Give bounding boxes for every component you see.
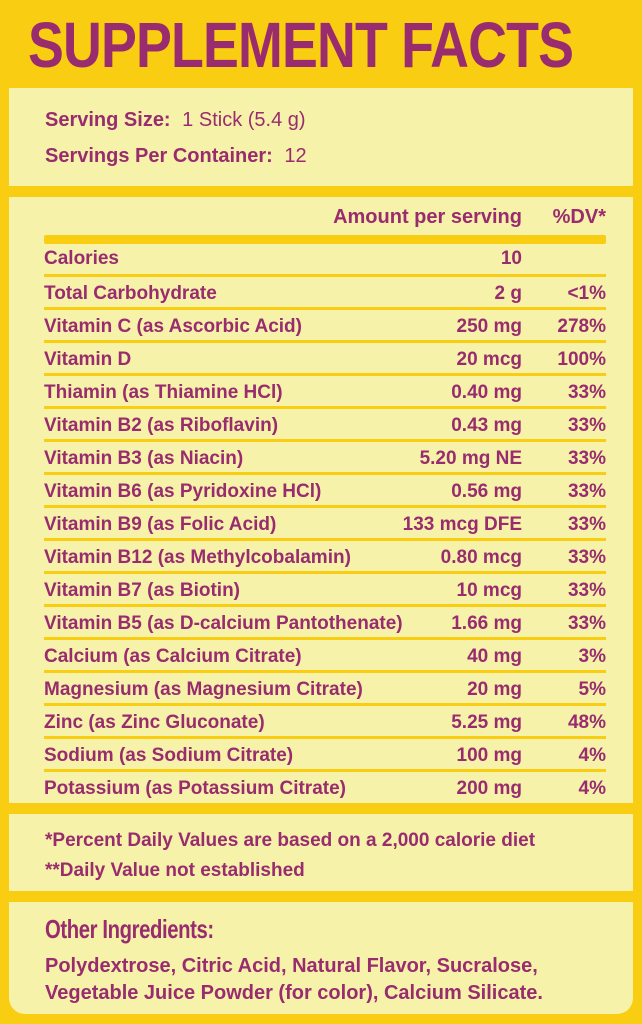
nutrient-table-panel: Amount per serving %DV* Calories 10 Tota…: [9, 197, 633, 803]
nutrient-dv: 33%: [567, 415, 606, 436]
nutrient-dv: 3%: [578, 646, 606, 667]
nutrient-dv: 4%: [578, 745, 606, 766]
nutrient-name: Calcium (as Calcium Citrate): [44, 646, 302, 667]
nutrient-row: Calcium (as Calcium Citrate) 40 mg 3%: [44, 637, 606, 670]
amount-per-serving-header: Amount per serving: [333, 206, 522, 228]
nutrient-dv: 278%: [557, 316, 606, 337]
nutrient-table-body: Calories 10 Total Carbohydrate 2 g <1% V…: [44, 244, 606, 802]
nutrient-name: Vitamin B7 (as Biotin): [44, 580, 241, 601]
nutrient-row: Vitamin B2 (as Riboflavin) 0.43 mg 33%: [44, 406, 606, 439]
percent-dv-header: %DV*: [552, 206, 606, 228]
nutrient-row: Vitamin D 20 mcg 100%: [44, 340, 606, 373]
footnote-percent-dv: *Percent Daily Values are based on a 2,0…: [45, 830, 536, 851]
nutrient-name: Vitamin D: [44, 349, 132, 370]
nutrient-dv: 48%: [567, 712, 606, 733]
nutrient-dv: 33%: [567, 580, 606, 601]
nutrient-amount: 5.25 mg: [451, 712, 522, 733]
nutrient-dv: 33%: [567, 547, 606, 568]
nutrient-row: Vitamin B9 (as Folic Acid) 133 mcg DFE 3…: [44, 505, 606, 538]
nutrient-name: Sodium (as Sodium Citrate): [44, 745, 294, 766]
nutrient-row: Calories 10: [44, 244, 606, 274]
nutrient-name: Zinc (as Zinc Gluconate): [44, 712, 265, 733]
nutrient-row: Magnesium (as Magnesium Citrate) 20 mg 5…: [44, 670, 606, 703]
footnotes-panel: *Percent Daily Values are based on a 2,0…: [9, 814, 633, 891]
nutrient-row: Vitamin B7 (as Biotin) 10 mcg 33%: [44, 571, 606, 604]
nutrient-amount: 0.40 mg: [451, 382, 522, 403]
servings-per-container-label: Servings Per Container:: [45, 145, 273, 167]
nutrient-amount: 5.20 mg NE: [419, 448, 522, 469]
nutrient-amount: 200 mg: [456, 778, 522, 799]
nutrient-amount: 40 mg: [467, 646, 522, 667]
nutrient-amount: 133 mcg DFE: [402, 514, 522, 535]
nutrient-name: Calories: [44, 248, 119, 269]
other-ingredients-panel: Other Ingredients: Polydextrose, Citric …: [9, 902, 633, 1014]
other-ingredients-text: Polydextrose, Citric Acid, Natural Flavo…: [45, 955, 543, 1004]
nutrient-amount: 10 mcg: [456, 580, 522, 601]
nutrient-dv: 33%: [567, 514, 606, 535]
nutrient-name: Magnesium (as Magnesium Citrate): [44, 679, 363, 700]
footnote-dv-not-established: **Daily Value not established: [45, 860, 305, 881]
nutrient-dv: 33%: [567, 448, 606, 469]
nutrient-row: Thiamin (as Thiamine HCl) 0.40 mg 33%: [44, 373, 606, 406]
servings-per-container-value: 12: [284, 145, 307, 167]
nutrient-row: Total Carbohydrate 2 g <1%: [44, 274, 606, 307]
nutrient-name: Vitamin B3 (as Niacin): [44, 448, 244, 469]
nutrient-amount: 2 g: [494, 283, 522, 304]
nutrient-amount: 1.66 mg: [451, 613, 522, 634]
supplement-facts-title: SUPPLEMENT FACTS: [28, 9, 574, 81]
nutrient-table-header: Amount per serving %DV*: [44, 204, 606, 230]
nutrient-name: Vitamin B6 (as Pyridoxine HCl): [44, 481, 322, 502]
nutrient-name: Vitamin B12 (as Methylcobalamin): [44, 547, 351, 568]
header-divider-bar: [44, 235, 606, 244]
nutrient-amount: 10: [500, 248, 522, 269]
serving-size-value: 1 Stick (5.4 g): [182, 109, 306, 131]
nutrient-dv: 5%: [578, 679, 606, 700]
nutrient-row: Potassium (as Potassium Citrate) 200 mg …: [44, 769, 606, 802]
other-ingredients-heading: Other Ingredients:: [45, 914, 214, 944]
nutrient-row: Vitamin B6 (as Pyridoxine HCl) 0.56 mg 3…: [44, 472, 606, 505]
nutrient-name: Potassium (as Potassium Citrate): [44, 778, 346, 799]
nutrient-amount: 0.43 mg: [451, 415, 522, 436]
nutrient-dv: 4%: [578, 778, 606, 799]
nutrient-amount: 250 mg: [456, 316, 522, 337]
nutrient-name: Vitamin C (as Ascorbic Acid): [44, 316, 302, 337]
nutrient-dv: 33%: [567, 613, 606, 634]
nutrient-dv: 33%: [567, 382, 606, 403]
nutrient-row: Sodium (as Sodium Citrate) 100 mg 4%: [44, 736, 606, 769]
nutrient-amount: 20 mg: [467, 679, 522, 700]
serving-size-label: Serving Size:: [45, 109, 171, 131]
nutrient-row: Vitamin B5 (as D-calcium Pantothenate) 1…: [44, 604, 606, 637]
nutrient-dv: <1%: [567, 283, 606, 304]
nutrient-dv: 33%: [567, 481, 606, 502]
nutrient-row: Vitamin B12 (as Methylcobalamin) 0.80 mc…: [44, 538, 606, 571]
nutrient-row: Vitamin B3 (as Niacin) 5.20 mg NE 33%: [44, 439, 606, 472]
nutrient-row: Vitamin C (as Ascorbic Acid) 250 mg 278%: [44, 307, 606, 340]
nutrient-amount: 0.56 mg: [451, 481, 522, 502]
nutrient-dv: 100%: [557, 349, 606, 370]
nutrient-amount: 0.80 mcg: [440, 547, 522, 568]
nutrient-name: Vitamin B5 (as D-calcium Pantothenate): [44, 613, 403, 634]
nutrient-amount: 100 mg: [456, 745, 522, 766]
nutrient-name: Vitamin B9 (as Folic Acid): [44, 514, 277, 535]
nutrient-name: Thiamin (as Thiamine HCl): [44, 382, 283, 403]
nutrient-row: Zinc (as Zinc Gluconate) 5.25 mg 48%: [44, 703, 606, 736]
serving-info-panel: Serving Size: 1 Stick (5.4 g) Servings P…: [9, 88, 633, 186]
nutrient-name: Vitamin B2 (as Riboflavin): [44, 415, 279, 436]
serving-size-line: Serving Size: 1 Stick (5.4 g): [45, 102, 633, 138]
nutrient-amount: 20 mcg: [456, 349, 522, 370]
servings-per-container-line: Servings Per Container: 12: [45, 138, 633, 174]
nutrient-name: Total Carbohydrate: [44, 283, 217, 304]
